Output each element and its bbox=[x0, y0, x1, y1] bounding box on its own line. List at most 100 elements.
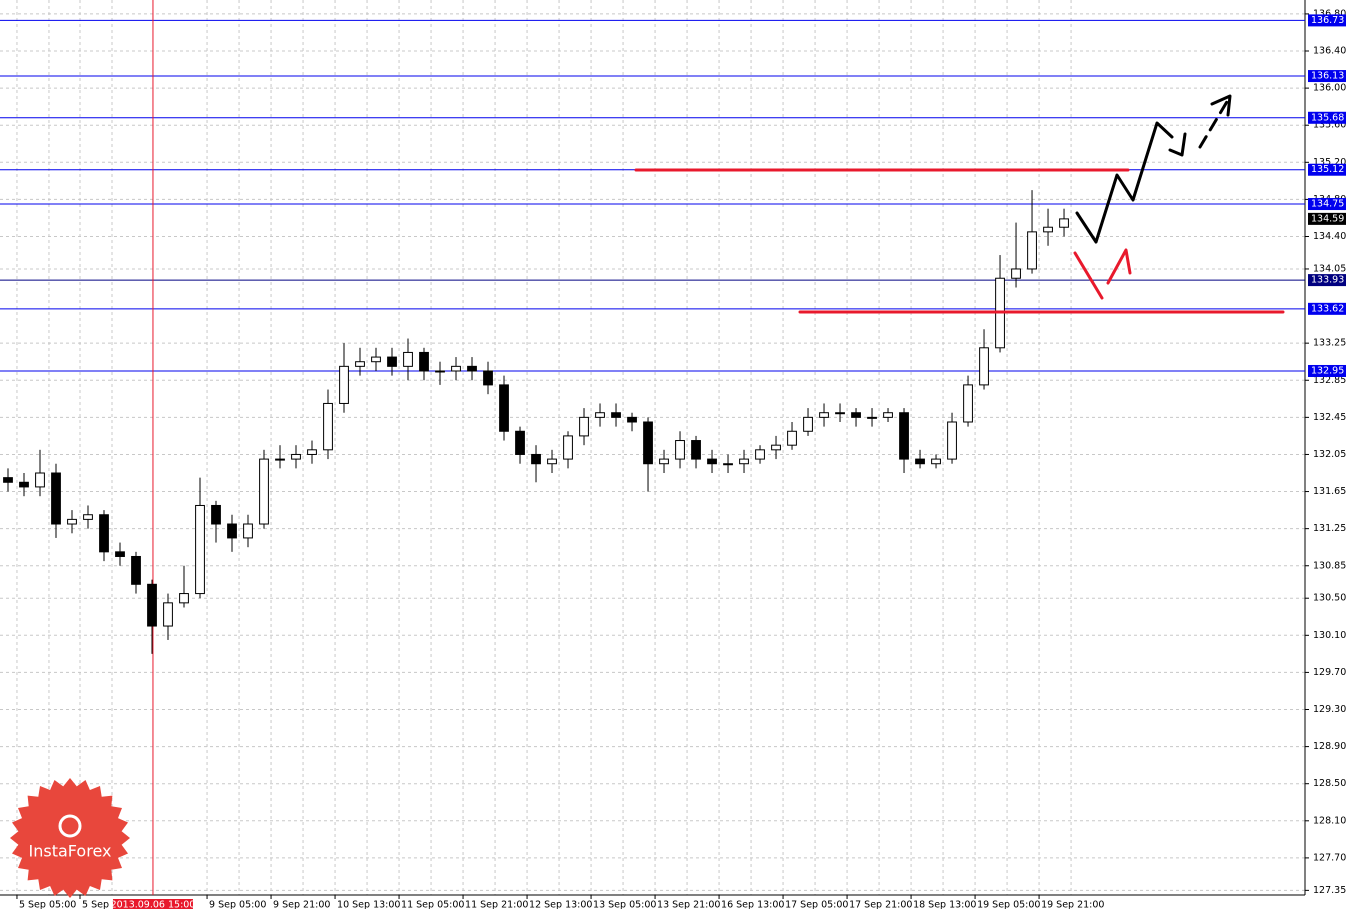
time-marker-label: 2013.09.06 15:00 bbox=[111, 900, 196, 910]
logo-badge bbox=[10, 778, 130, 898]
candle-body bbox=[819, 412, 829, 418]
level-label-box bbox=[1308, 163, 1346, 176]
candle-body bbox=[355, 361, 365, 367]
candle-body bbox=[787, 430, 797, 446]
y-tick-label: 129.70 bbox=[1313, 667, 1346, 678]
level-label-box bbox=[1308, 198, 1346, 211]
candle-body bbox=[371, 356, 381, 363]
level-label: 136.73 bbox=[1311, 15, 1344, 26]
level-label: 136.13 bbox=[1311, 71, 1344, 82]
candle-body bbox=[1059, 218, 1069, 228]
y-tick-label: 131.25 bbox=[1313, 523, 1346, 534]
y-tick-label: 134.05 bbox=[1313, 263, 1346, 274]
candle-body bbox=[195, 504, 205, 595]
candle-body bbox=[931, 458, 941, 465]
x-tick-label: 9 Sep 05:00 bbox=[209, 900, 266, 910]
x-tick-label: 13 Sep 21:00 bbox=[657, 900, 720, 910]
candle-body bbox=[611, 412, 621, 418]
candle-body bbox=[627, 416, 637, 423]
x-tick-label: 17 Sep 21:00 bbox=[849, 900, 912, 910]
candle-body bbox=[547, 458, 557, 465]
y-tick-label: 136.80 bbox=[1313, 8, 1346, 19]
y-tick-label: 135.60 bbox=[1313, 120, 1346, 131]
level-label: 135.12 bbox=[1311, 164, 1344, 175]
candle-body bbox=[35, 472, 45, 488]
logo: InstaForex bbox=[10, 778, 130, 898]
x-tick-label: 11 Sep 21:00 bbox=[465, 900, 528, 910]
y-tick-label: 134.40 bbox=[1313, 231, 1346, 242]
labels-layer: 136.80136.40136.00135.60135.20134.80134.… bbox=[19, 8, 1346, 911]
x-tick-label: 16 Sep 13:00 bbox=[721, 900, 784, 910]
y-tick-label: 136.40 bbox=[1313, 46, 1346, 57]
x-tick-label: 10 Sep 13:00 bbox=[337, 900, 400, 910]
y-tick-label: 128.50 bbox=[1313, 778, 1346, 789]
level-label: 135.68 bbox=[1311, 112, 1344, 123]
marks-layer bbox=[0, 0, 1305, 895]
x-tick-label: 18 Sep 13:00 bbox=[913, 900, 976, 910]
candle-body bbox=[275, 458, 285, 461]
x-tick-label: 13 Sep 05:00 bbox=[593, 900, 656, 910]
candle-body bbox=[435, 370, 445, 373]
price-label: 134.59 bbox=[1311, 213, 1344, 224]
candle-body bbox=[1043, 226, 1053, 233]
candle-body bbox=[867, 416, 877, 419]
y-tick-label: 130.10 bbox=[1313, 630, 1346, 641]
candle-body bbox=[659, 458, 669, 465]
y-tick-label: 128.10 bbox=[1313, 815, 1346, 826]
candle-body bbox=[515, 430, 525, 455]
candle-body bbox=[451, 365, 461, 372]
level-label-box bbox=[1308, 70, 1346, 83]
candle-body bbox=[467, 365, 477, 372]
x-tick-label: 19 Sep 05:00 bbox=[977, 900, 1040, 910]
candle-body bbox=[643, 421, 653, 465]
y-tick-label: 130.50 bbox=[1313, 593, 1346, 604]
candle-body bbox=[403, 351, 413, 367]
x-tick-label: 12 Sep 13:00 bbox=[529, 900, 592, 910]
level-label-box bbox=[1308, 14, 1346, 27]
candle-body bbox=[579, 416, 589, 437]
y-tick-label: 133.25 bbox=[1313, 338, 1346, 349]
logo-text: InstaForex bbox=[29, 842, 112, 861]
candle-body bbox=[147, 583, 157, 627]
candle-body bbox=[291, 453, 301, 460]
level-label-box bbox=[1308, 302, 1346, 315]
candle-body bbox=[483, 370, 493, 386]
level-label: 132.95 bbox=[1311, 365, 1344, 376]
candle-body bbox=[803, 416, 813, 432]
candle-body bbox=[1027, 231, 1037, 270]
candle-body bbox=[243, 523, 253, 539]
candle-body bbox=[499, 384, 509, 432]
candle-body bbox=[979, 347, 989, 386]
y-tick-label: 127.35 bbox=[1313, 885, 1346, 896]
grid-layer bbox=[0, 0, 1309, 899]
level-label: 133.93 bbox=[1311, 275, 1344, 286]
x-tick-label: 5 Sep 2 bbox=[82, 900, 118, 910]
level-label-box bbox=[1308, 274, 1346, 287]
candle-body bbox=[563, 435, 573, 460]
y-tick-label: 135.20 bbox=[1313, 157, 1346, 168]
y-tick-label: 129.30 bbox=[1313, 704, 1346, 715]
candle-body bbox=[947, 421, 957, 460]
candle-body bbox=[755, 449, 765, 460]
candle-body bbox=[419, 351, 429, 372]
candle-body bbox=[963, 384, 973, 423]
candle-body bbox=[3, 477, 13, 483]
candle-body bbox=[211, 504, 221, 525]
y-tick-label: 131.65 bbox=[1313, 486, 1346, 497]
candle-body bbox=[307, 449, 317, 455]
candle-body bbox=[387, 356, 397, 367]
y-tick-label: 132.85 bbox=[1313, 375, 1346, 386]
candle-body bbox=[739, 458, 749, 465]
forecast-dashed bbox=[1198, 98, 1230, 149]
forecast-arrow bbox=[1210, 94, 1232, 117]
time-marker-box bbox=[112, 899, 193, 911]
candle-body bbox=[899, 412, 909, 460]
x-tick-label: 17 Sep 05:00 bbox=[785, 900, 848, 910]
y-tick-label: 128.90 bbox=[1313, 741, 1346, 752]
candle-body bbox=[227, 523, 237, 539]
candle-body bbox=[771, 444, 781, 451]
candle-body bbox=[67, 518, 77, 525]
price-label-box bbox=[1308, 212, 1346, 225]
